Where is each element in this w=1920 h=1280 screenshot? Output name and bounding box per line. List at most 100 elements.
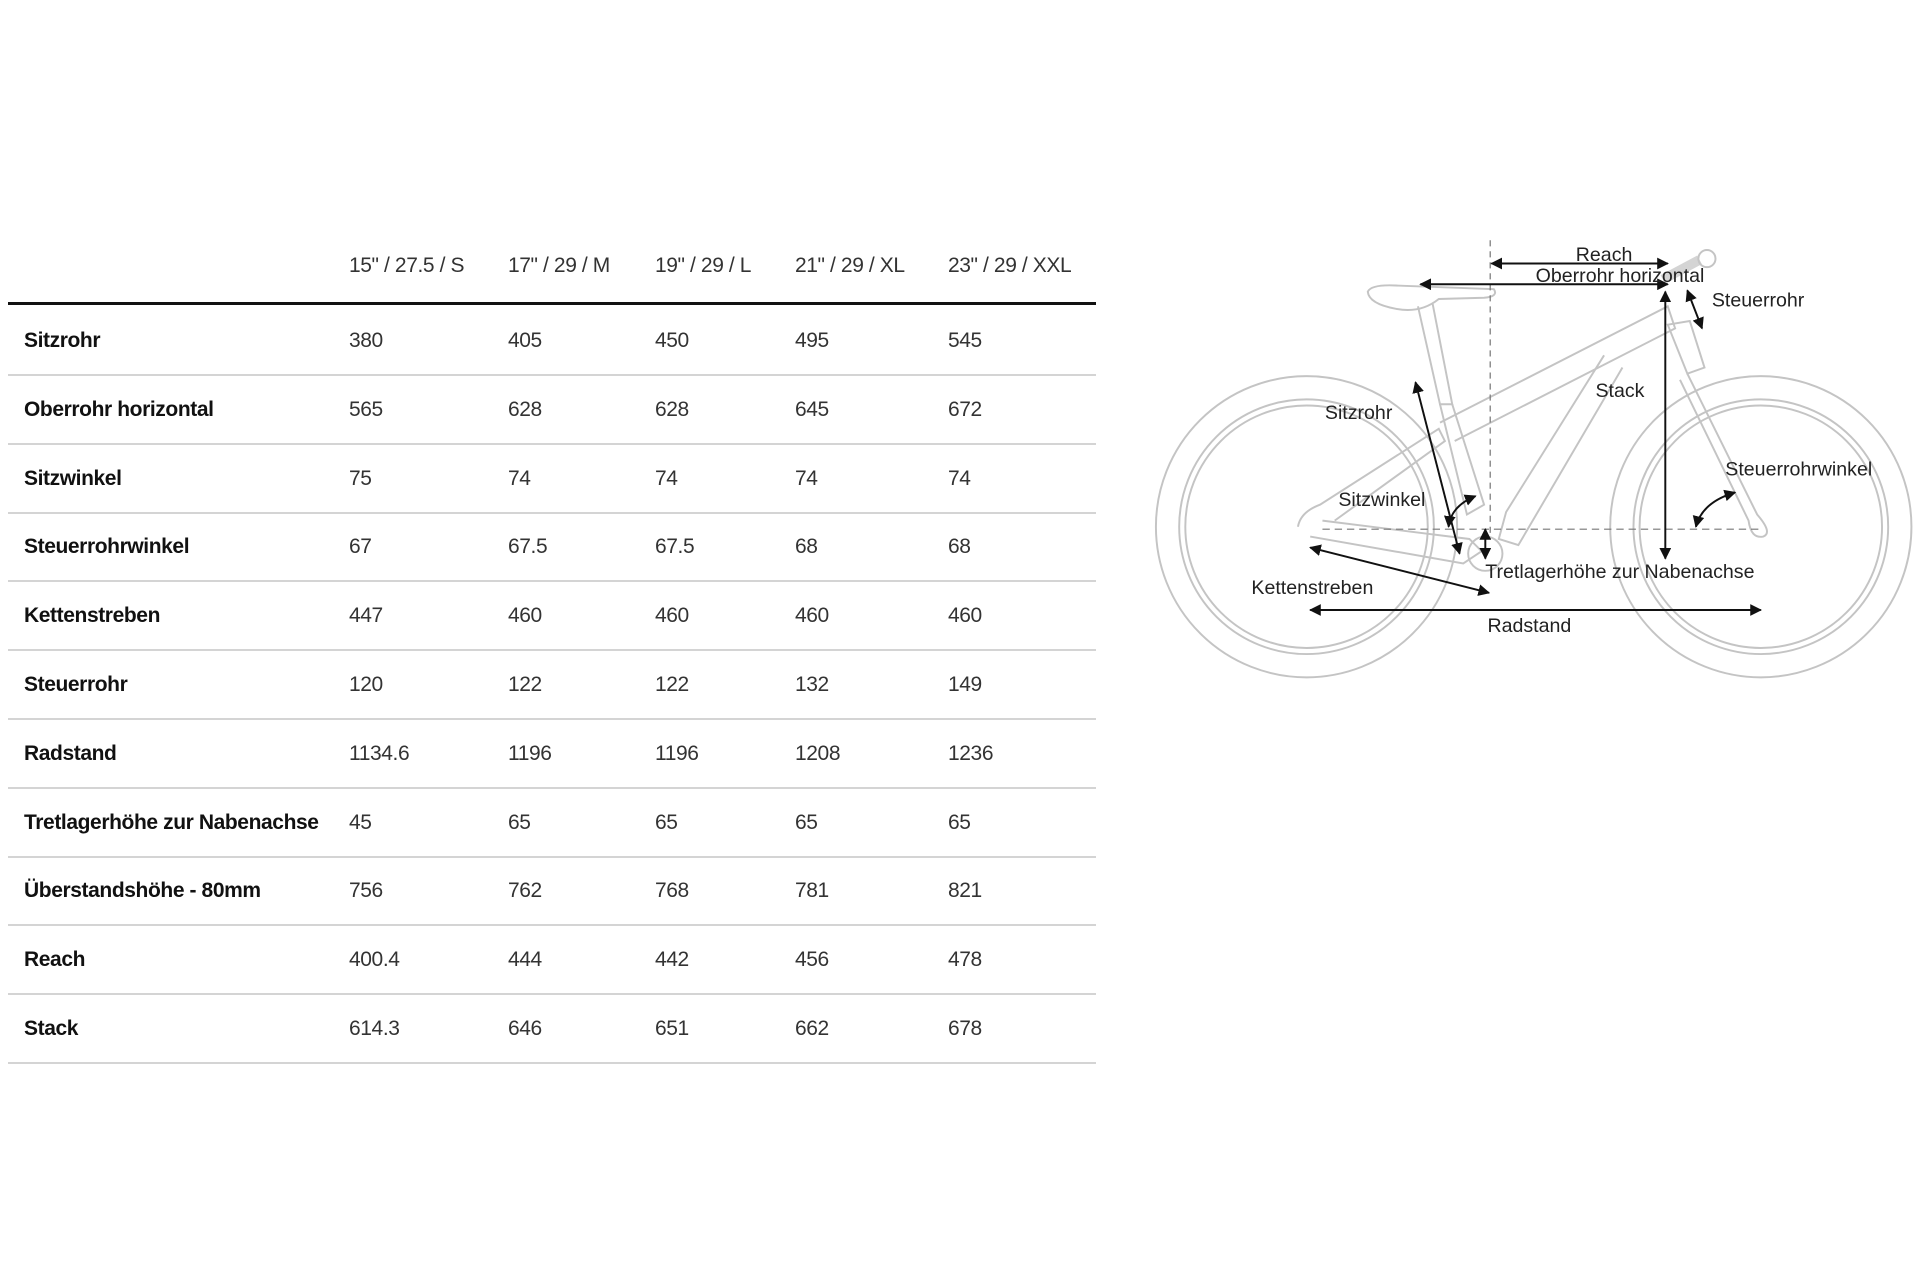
label-tretlager: Tretlagerhöhe zur Nabenachse xyxy=(1485,561,1754,583)
table-cell: 678 xyxy=(948,1017,982,1040)
kettenstreben-arrow xyxy=(1309,544,1491,596)
row-label: Tretlagerhöhe zur Nabenachse xyxy=(24,810,319,834)
front-wheel-inner xyxy=(1632,398,1890,656)
table-cell: 74 xyxy=(655,466,678,490)
row-label: Radstand xyxy=(24,741,117,765)
table-cell: 762 xyxy=(508,879,542,903)
table-row: Kettenstreben 447 460 460 460 460 xyxy=(8,580,1096,652)
row-label: Steuerrohr xyxy=(24,673,128,696)
table-cell: 662 xyxy=(795,1017,829,1040)
seatpost xyxy=(1417,303,1454,406)
column-header: 23" / 29 / XXL xyxy=(948,254,1072,277)
table-cell: 460 xyxy=(508,604,542,628)
row-label: Oberrohr horizontal xyxy=(24,397,214,421)
table-cell: 444 xyxy=(508,948,542,972)
table-cell: 672 xyxy=(948,397,982,421)
table-cell: 645 xyxy=(795,397,829,421)
table-cell: 67.5 xyxy=(655,535,695,559)
table-cell: 67.5 xyxy=(508,535,548,559)
table-cell: 545 xyxy=(948,329,982,352)
measurement-lines xyxy=(1309,240,1764,616)
table-row: Steuerrohrwinkel 67 67.5 67.5 68 68 xyxy=(8,511,1096,583)
table-row: Tretlagerhöhe zur Nabenachse 45 65 65 65 65 xyxy=(8,787,1096,858)
table-cell: 75 xyxy=(349,466,372,490)
table-cell: 405 xyxy=(508,329,542,352)
label-sitzwinkel: Sitzwinkel xyxy=(1338,489,1425,511)
table-cell: 460 xyxy=(948,604,982,628)
table-cell: 756 xyxy=(349,879,383,903)
sitzwinkel-arc xyxy=(1443,494,1477,528)
table-cell: 45 xyxy=(349,810,372,834)
row-label: Sitzwinkel xyxy=(24,466,122,490)
label-stack: Stack xyxy=(1596,380,1645,402)
table-cell: 628 xyxy=(655,397,689,421)
table-row: Sitzrohr 380 405 450 495 545 xyxy=(8,305,1096,376)
table-cell: 1236 xyxy=(948,741,994,765)
table-row: Reach 400.4 444 442 456 478 xyxy=(8,924,1096,996)
label-steuerrohr: Steuerrohr xyxy=(1712,289,1805,311)
table-cell: 460 xyxy=(795,604,829,628)
steuerrohrwinkel-arc xyxy=(1692,489,1737,528)
table-cell: 74 xyxy=(948,466,971,490)
header-rule xyxy=(8,302,1096,305)
table-cell: 65 xyxy=(948,810,971,834)
table-cell: 132 xyxy=(795,673,829,696)
saddle xyxy=(1366,284,1497,311)
table-cell: 442 xyxy=(655,948,689,972)
table-cell: 646 xyxy=(508,1017,542,1040)
column-header: 21" / 29 / XL xyxy=(795,254,905,277)
table-cell: 380 xyxy=(349,329,383,352)
table-cell: 628 xyxy=(508,397,542,421)
table-cell: 120 xyxy=(349,673,383,696)
label-oberrohr: Oberrohr horizontal xyxy=(1536,265,1705,287)
table-cell: 651 xyxy=(655,1017,689,1040)
table-row: Oberrohr horizontal 565 628 628 645 672 xyxy=(8,374,1096,445)
rear-wheel-inner xyxy=(1178,398,1435,656)
front-wheel-outer xyxy=(1609,375,1913,679)
table-cell: 68 xyxy=(795,535,818,559)
table-cell: 1134.6 xyxy=(349,741,410,765)
table-row: Radstand 1134.6 1196 1196 1208 1236 xyxy=(8,718,1096,789)
table-cell: 74 xyxy=(795,466,818,490)
table-row: Stack 614.3 646 651 662 678 xyxy=(8,993,1096,1064)
table-cell: 614.3 xyxy=(349,1017,400,1040)
table-cell: 1208 xyxy=(795,741,841,765)
table-cell: 1196 xyxy=(655,741,699,765)
table-cell: 821 xyxy=(948,879,982,903)
table-cell: 65 xyxy=(655,810,678,834)
column-header: 15" / 27.5 / S xyxy=(349,254,465,277)
table-cell: 149 xyxy=(948,673,982,696)
table-cell: 460 xyxy=(655,604,689,628)
table-cell: 74 xyxy=(508,466,531,490)
row-label: Steuerrohrwinkel xyxy=(24,535,190,559)
row-label: Kettenstreben xyxy=(24,604,160,628)
column-header: 19" / 29 / L xyxy=(655,254,752,277)
table-cell: 122 xyxy=(655,673,689,696)
table-cell: 565 xyxy=(349,397,383,421)
table-row: Steuerrohr 120 122 122 132 149 xyxy=(8,649,1096,720)
row-label: Überstandshöhe - 80mm xyxy=(24,879,261,903)
table-cell: 495 xyxy=(795,329,829,352)
table-cell: 450 xyxy=(655,329,689,352)
table-cell: 1196 xyxy=(508,741,552,765)
label-radstand: Radstand xyxy=(1487,615,1571,637)
label-sitzrohr: Sitzrohr xyxy=(1325,402,1393,424)
table-cell: 400.4 xyxy=(349,948,400,972)
table-row: Überstandshöhe - 80mm 756 762 768 781 821 xyxy=(8,855,1096,927)
table-cell: 478 xyxy=(948,948,982,972)
label-kettenstreben: Kettenstreben xyxy=(1251,577,1373,599)
head-tube xyxy=(1666,319,1706,375)
steuerrohr-arrow xyxy=(1685,289,1704,330)
row-label: Reach xyxy=(24,948,86,972)
table-cell: 65 xyxy=(508,810,531,834)
rear-wheel-outer xyxy=(1154,375,1459,679)
table-cell: 447 xyxy=(349,604,383,628)
table-cell: 122 xyxy=(508,673,542,696)
row-label: Sitzrohr xyxy=(24,329,101,352)
row-label: Stack xyxy=(24,1017,79,1040)
column-header: 17" / 29 / M xyxy=(508,254,610,277)
label-reach: Reach xyxy=(1576,244,1633,266)
table-cell: 456 xyxy=(795,948,829,972)
label-steuerrohrwinkel: Steuerrohrwinkel xyxy=(1725,458,1872,480)
